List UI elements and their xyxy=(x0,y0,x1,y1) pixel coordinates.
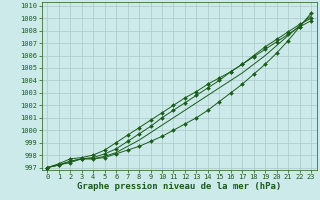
X-axis label: Graphe pression niveau de la mer (hPa): Graphe pression niveau de la mer (hPa) xyxy=(77,182,281,191)
